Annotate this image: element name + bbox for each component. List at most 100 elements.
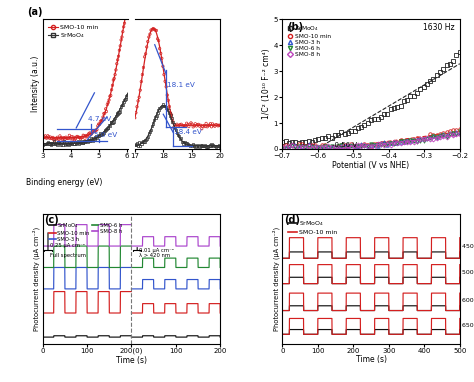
Point	[94, 133, 101, 139]
Point	[97, 130, 104, 136]
Point	[68, 141, 76, 147]
Point	[52, 140, 59, 146]
Point	[42, 141, 50, 147]
Point	[67, 136, 75, 142]
Point	[45, 134, 53, 140]
Text: 18.4 eV: 18.4 eV	[174, 129, 202, 135]
Point	[140, 65, 147, 71]
Point	[153, 113, 160, 119]
Text: 0.25 µA cm⁻²: 0.25 µA cm⁻²	[50, 243, 85, 248]
Point	[51, 137, 58, 143]
Point	[81, 138, 89, 144]
Point	[46, 134, 54, 140]
Point	[84, 131, 92, 137]
Point	[59, 136, 66, 142]
Point	[63, 135, 71, 141]
Point	[145, 130, 153, 136]
Point	[202, 144, 210, 150]
Point	[167, 112, 174, 118]
Point	[197, 142, 204, 149]
Point	[106, 123, 114, 129]
Point	[107, 92, 115, 99]
Point	[176, 136, 184, 142]
Point	[49, 134, 57, 141]
Point	[117, 37, 125, 43]
Point	[69, 139, 77, 145]
Point	[159, 101, 167, 107]
Point	[54, 141, 61, 147]
Point	[142, 137, 149, 143]
Point	[173, 130, 181, 136]
Point	[43, 140, 51, 146]
Point	[199, 123, 207, 129]
Point	[146, 128, 154, 134]
Point	[122, 96, 129, 102]
Point	[64, 135, 72, 141]
Point	[132, 142, 140, 148]
Point	[134, 98, 142, 104]
Point	[187, 120, 195, 126]
Y-axis label: Intensity (a.u.): Intensity (a.u.)	[31, 56, 40, 112]
Point	[65, 132, 73, 138]
Point	[101, 110, 109, 116]
Point	[94, 123, 101, 129]
Point	[66, 134, 74, 141]
Point	[117, 106, 124, 112]
Point	[50, 138, 58, 144]
Point	[131, 142, 138, 148]
Text: (b): (b)	[288, 22, 304, 32]
Point	[143, 135, 151, 141]
Point	[154, 36, 161, 42]
Point	[44, 133, 52, 139]
Point	[211, 123, 219, 129]
Point	[200, 122, 208, 128]
Point	[181, 123, 188, 129]
Point	[133, 141, 141, 147]
Point	[148, 27, 156, 33]
Point	[168, 115, 175, 121]
Point	[144, 134, 152, 140]
Point	[124, 91, 132, 97]
Point	[47, 135, 55, 141]
Point	[188, 143, 196, 149]
Point	[199, 143, 207, 149]
Point	[46, 141, 54, 147]
Point	[184, 122, 191, 128]
Point	[197, 122, 204, 128]
Point	[76, 134, 83, 141]
Point	[152, 27, 159, 33]
Point	[157, 50, 164, 57]
Point	[143, 44, 151, 50]
Point	[74, 134, 82, 140]
Point	[159, 63, 167, 70]
Point	[191, 143, 199, 149]
Point	[170, 121, 177, 127]
Point	[131, 115, 138, 121]
Point	[170, 125, 177, 131]
Point	[99, 131, 107, 137]
Point	[202, 120, 210, 126]
Point	[201, 123, 209, 129]
Point	[60, 138, 68, 144]
Point	[82, 138, 90, 144]
Legend: SMO-10 min, SrMoO$_4$: SMO-10 min, SrMoO$_4$	[46, 22, 100, 43]
Point	[141, 138, 148, 144]
Point	[100, 129, 108, 136]
Point	[168, 112, 175, 118]
Point	[85, 137, 93, 143]
Point	[98, 131, 106, 137]
Point	[163, 105, 170, 111]
Point	[83, 133, 91, 139]
Point	[71, 140, 78, 146]
Point	[48, 135, 56, 141]
Point	[158, 55, 165, 62]
Point	[40, 135, 47, 141]
Point	[179, 123, 186, 129]
Point	[105, 122, 113, 128]
Point	[58, 139, 65, 145]
Point	[65, 135, 73, 141]
Point	[57, 135, 64, 141]
Point	[177, 121, 185, 127]
Point	[43, 135, 51, 141]
Point	[96, 132, 103, 138]
